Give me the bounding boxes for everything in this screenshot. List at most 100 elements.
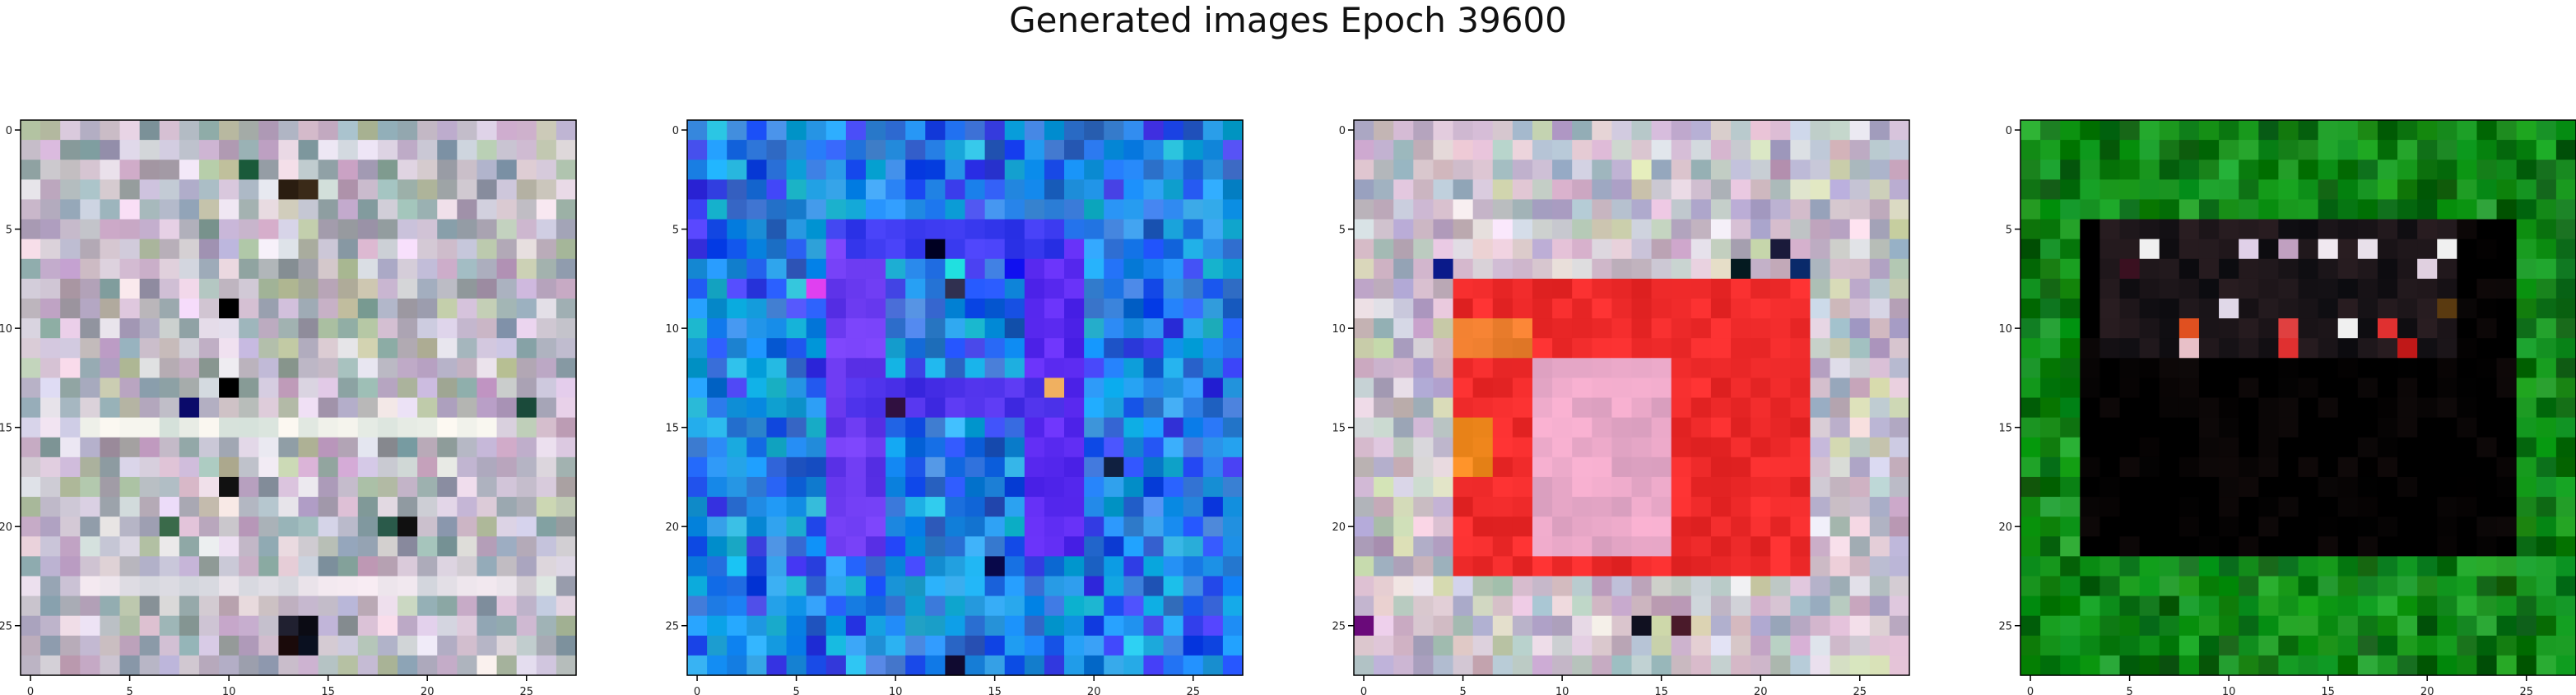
pixel-cell: [437, 179, 458, 201]
pixel-cell: [278, 556, 300, 577]
pixel-cell: [2337, 358, 2359, 378]
pixel-cell: [1492, 160, 1514, 180]
pixel-cell: [2239, 635, 2259, 656]
pixel-cell: [2397, 437, 2418, 458]
pixel-cell: [2080, 595, 2101, 617]
pixel-cell: [318, 179, 339, 201]
pixel-cell: [377, 358, 398, 378]
pixel-cell: [1393, 140, 1414, 160]
pixel-cell: [1532, 417, 1553, 438]
pixel-cell: [1024, 378, 1045, 399]
pixel-cell: [60, 219, 81, 240]
pixel-cell: [337, 278, 359, 299]
pixel-cell: [1651, 576, 1672, 597]
pixel-cell: [417, 120, 438, 141]
pixel-cell: [318, 140, 339, 160]
pixel-cell: [1532, 655, 1553, 676]
pixel-cell: [1849, 456, 1871, 478]
pixel-cell: [2555, 497, 2576, 517]
pixel-cell: [965, 219, 986, 240]
x-tick-label: 10: [889, 686, 903, 695]
pixel-cell: [1183, 120, 1204, 141]
pixel-cell: [1143, 160, 1165, 180]
pixel-cell: [2496, 595, 2518, 617]
pixel-cell: [1889, 437, 1910, 458]
pixel-cell: [357, 278, 379, 299]
pixel-cell: [337, 615, 359, 637]
pixel-cell: [2318, 517, 2339, 537]
pixel-cell: [2060, 358, 2081, 378]
pixel-cell: [1849, 239, 1871, 260]
pixel-cell: [1492, 556, 1514, 577]
pixel-cell: [2119, 595, 2141, 617]
pixel-cell: [1004, 437, 1025, 458]
pixel-cell: [2318, 397, 2339, 419]
y-tick-label: 25: [0, 621, 12, 633]
pixel-cell: [2159, 278, 2180, 299]
pixel-cell: [1123, 120, 1145, 141]
pixel-cell: [1790, 318, 1811, 339]
pixel-cell: [2080, 655, 2101, 676]
pixel-cell: [1830, 655, 1851, 676]
pixel-cell: [1690, 497, 1712, 517]
pixel-cell: [2020, 378, 2041, 399]
pixel-cell: [21, 318, 41, 339]
pixel-cell: [298, 576, 319, 597]
pixel-cell: [496, 397, 518, 419]
pixel-cell: [1183, 556, 1204, 577]
pixel-cell: [2099, 437, 2121, 458]
pixel-cell: [1830, 199, 1851, 220]
pixel-cell: [2040, 358, 2061, 378]
pixel-cell: [1064, 476, 1085, 498]
pixel-cell: [2040, 258, 2061, 280]
pixel-cell: [278, 517, 300, 537]
pixel-cell: [965, 476, 986, 498]
pixel-cell: [2099, 517, 2121, 537]
pixel-cell: [417, 318, 438, 339]
pixel-cell: [2397, 239, 2418, 260]
pixel-cell: [865, 239, 886, 260]
pixel-cell: [516, 179, 537, 201]
pixel-cell: [239, 239, 259, 260]
pixel-cell: [766, 358, 788, 378]
pixel-cell: [806, 595, 827, 617]
pixel-cell: [100, 219, 121, 240]
pixel-cell: [766, 437, 788, 458]
pixel-cell: [1810, 655, 1831, 676]
pixel-cell: [806, 635, 827, 656]
pixel-cell: [1651, 536, 1672, 557]
pixel-cell: [2377, 239, 2398, 260]
pixel-cell: [1651, 635, 1672, 656]
pixel-cell: [945, 278, 966, 299]
pixel-cell: [2278, 456, 2299, 478]
pixel-cell: [1532, 437, 1553, 458]
pixel-cell: [1004, 536, 1025, 557]
pixel-cell: [1790, 338, 1811, 359]
pixel-cell: [2555, 298, 2576, 319]
pixel-cell: [945, 318, 966, 339]
pixel-cell: [298, 497, 319, 517]
pixel-cell: [1393, 160, 1414, 180]
pixel-cell: [1532, 476, 1553, 498]
pixel-cell: [2198, 160, 2220, 180]
pixel-cell: [2536, 576, 2557, 597]
pixel-cell: [2318, 140, 2339, 160]
pixel-cell: [766, 199, 788, 220]
pixel-cell: [2377, 536, 2398, 557]
pixel-cell: [179, 160, 200, 180]
pixel-cell: [2099, 615, 2121, 637]
pixel-cell: [984, 456, 1006, 478]
pixel-cell: [905, 378, 926, 399]
pixel-cell: [357, 378, 379, 399]
pixel-cell: [1143, 556, 1165, 577]
pixel-cell: [1869, 417, 1890, 438]
pixel-cell: [2437, 497, 2457, 517]
pixel-cell: [2080, 576, 2101, 597]
pixel-cell: [1810, 278, 1831, 299]
pixel-cell: [2417, 635, 2438, 656]
pixel-cell: [1084, 615, 1104, 637]
pixel-cell: [2476, 517, 2498, 537]
pixel-cell: [1413, 536, 1434, 557]
pixel-cell: [1492, 258, 1514, 280]
pixel-cell: [357, 556, 379, 577]
